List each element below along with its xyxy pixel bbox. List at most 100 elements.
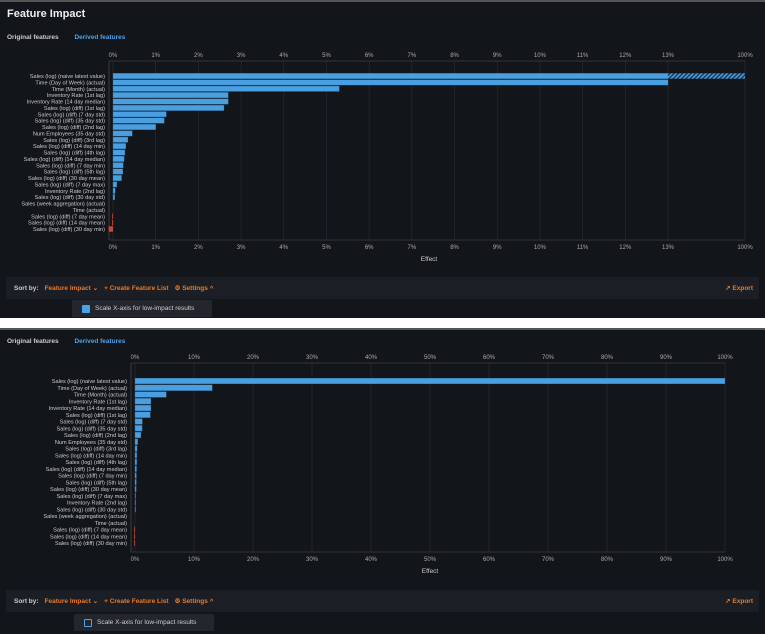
plus-icon: +: [104, 597, 108, 605]
x-tick-label-top: 4%: [279, 53, 288, 59]
x-tick-label-top: 2%: [194, 53, 203, 59]
x-axis-title: Effect: [422, 568, 439, 575]
feature-bar: [112, 79, 669, 86]
x-tick-label-bottom: 20%: [247, 557, 260, 563]
x-tick-label-bottom: 0%: [131, 557, 140, 563]
x-tick-label-bottom: 80%: [601, 557, 614, 563]
tab-original-features[interactable]: Original features: [7, 34, 59, 41]
export-label: Export: [732, 285, 753, 292]
tab-original-features[interactable]: Original features: [7, 338, 59, 345]
feature-bar: [112, 149, 126, 156]
feature-label: Sales (log) (diff) (7 day std): [38, 112, 105, 118]
create-feature-list-button[interactable]: + Create Feature List: [104, 598, 169, 605]
x-tick-label-top: 12%: [619, 53, 632, 59]
x-tick-label-bottom: 100%: [717, 557, 733, 563]
feature-bar-negative: [112, 219, 113, 226]
feature-bar: [134, 398, 152, 405]
x-tick-label-bottom: 10%: [188, 557, 201, 563]
feature-label: Time (actual): [95, 521, 128, 527]
feature-label: Sales (log) (diff) (35 day std): [57, 426, 128, 432]
export-button[interactable]: ↗ Export: [725, 284, 753, 292]
feature-bar: [112, 143, 126, 149]
export-icon: ↗: [725, 598, 731, 605]
feature-label: Time (Day of Week) (actual): [57, 386, 127, 392]
tab-derived-features[interactable]: Derived features: [74, 338, 126, 345]
feature-label: Time (Month) (actual): [74, 393, 127, 399]
x-tick-label-bottom: 30%: [306, 557, 319, 563]
x-tick-label-bottom: 90%: [660, 557, 673, 563]
scale-x-axis-checkbox[interactable]: [84, 618, 92, 627]
feature-bar: [112, 105, 225, 111]
feature-label: Num Employees (35 day std): [33, 131, 105, 137]
feature-label: Num Employees (35 day std): [55, 440, 127, 446]
create-feature-list-label: Create Feature List: [109, 284, 169, 292]
x-tick-label-bottom: 11%: [577, 245, 589, 251]
x-tick-label-top: 10%: [188, 355, 201, 361]
feature-label: Sales (week aggregation) (actual): [21, 202, 105, 208]
feature-label: Sales (log) (diff) (4th lag): [44, 151, 106, 157]
feature-label: Sales (log) (diff) (7 day max): [35, 182, 106, 188]
tab-derived-features[interactable]: Derived features: [74, 34, 126, 41]
create-feature-list-button[interactable]: + Create Feature List: [104, 285, 169, 292]
x-tick-label-bottom: 13%: [662, 245, 675, 251]
feature-label: Sales (log) (diff) (5th lag): [66, 480, 128, 486]
feature-bar: [112, 187, 116, 194]
x-tick-label-top: 7%: [408, 53, 417, 59]
x-tick-label-bottom: 4%: [279, 245, 288, 251]
feature-bar: [112, 194, 115, 200]
settings-label: Settings: [182, 285, 208, 292]
feature-bar: [134, 458, 137, 466]
plus-icon: +: [104, 284, 108, 292]
feature-bar: [134, 438, 138, 445]
settings-button[interactable]: ⚙ Settings ^: [175, 597, 214, 605]
x-tick-label-top: 0%: [109, 53, 118, 59]
feature-bar: [134, 418, 143, 425]
x-tick-label-top: 60%: [483, 355, 496, 361]
feature-label: Sales (log) (diff) (30 day min): [55, 541, 127, 547]
tabs: Original features Derived features: [7, 338, 139, 345]
settings-dropdown: Scale X-axis for low-impact results: [74, 614, 214, 631]
feature-label: Sales (log) (diff) (30 day std): [57, 507, 128, 513]
sort-value: Feature Impact: [44, 598, 91, 605]
feature-label: Sales (log) (diff) (7 day min): [58, 474, 127, 480]
feature-label: Sales (log) (diff) (1st lag): [66, 413, 127, 419]
scale-x-axis-checkbox[interactable]: [82, 304, 90, 313]
settings-button[interactable]: ⚙ Settings ^: [175, 284, 214, 292]
sort-dropdown[interactable]: Feature Impact ⌄: [45, 284, 99, 292]
chevron-down-icon: ⌄: [92, 285, 99, 292]
x-tick-label-top: 100%: [717, 355, 733, 361]
feature-bar: [134, 465, 137, 472]
x-tick-label-bottom: 1%: [151, 245, 160, 251]
feature-bar: [134, 411, 151, 418]
feature-bar: [112, 162, 124, 169]
x-tick-label-top: 10%: [534, 53, 547, 59]
sort-dropdown[interactable]: Feature Impact ⌄: [45, 597, 99, 605]
x-tick-label-bottom: 0%: [109, 245, 118, 251]
x-tick-label-top: 80%: [601, 355, 614, 361]
feature-bar: [112, 117, 165, 124]
chevron-up-icon: ^: [209, 598, 214, 605]
feature-bar: [112, 111, 167, 118]
feature-bar: [112, 181, 117, 188]
feature-bar: [134, 377, 726, 385]
feature-label: Sales (log) (diff) (3rd lag): [65, 447, 127, 453]
feature-label: Sales (log) (diff) (30 day mean): [50, 487, 127, 493]
gear-icon: ⚙: [174, 598, 181, 605]
feature-bar: [134, 425, 143, 432]
sort-value: Feature Impact: [44, 285, 91, 292]
feature-impact-chart: 0% 0% 1% 1% 2% 2% 3% 3% 4% 4% 5% 5% 6% 6% 7% 7% 8% 8% 9% 9%…: [21, 53, 753, 263]
feature-label: Sales (log) (diff) (2nd lag): [42, 125, 105, 131]
feature-bar-negative: [108, 226, 113, 232]
feature-bar: [134, 391, 167, 398]
x-tick-label-bottom: 9%: [493, 245, 502, 251]
feature-bar: [112, 98, 229, 105]
feature-label: Sales (log) (diff) (14 day min): [33, 144, 105, 150]
feature-label: Sales (log) (diff) (7 day max): [57, 494, 128, 500]
x-axis-title: Effect: [421, 256, 438, 263]
x-tick-label-bottom: 70%: [542, 557, 555, 563]
feature-label: Sales (log) (diff) (7 day mean): [53, 528, 127, 534]
feature-label: Sales (log) (diff) (14 day mean): [50, 534, 127, 540]
gear-icon: ⚙: [174, 285, 181, 292]
export-button[interactable]: ↗ Export: [725, 597, 753, 605]
feature-label: Sales (log) (diff) (1st lag): [44, 106, 105, 112]
